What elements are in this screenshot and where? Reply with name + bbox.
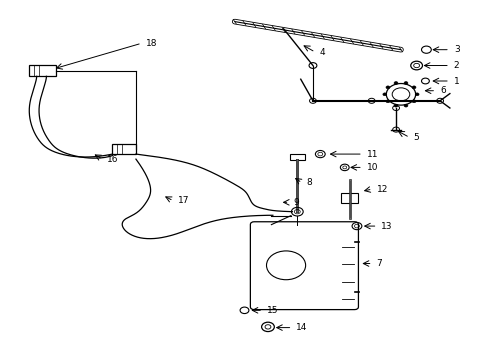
Circle shape [414,93,418,96]
Text: 9: 9 [293,198,299,207]
Text: 15: 15 [266,306,278,315]
Circle shape [385,86,389,89]
Bar [112,144,136,154]
Text: 1: 1 [453,77,459,85]
Text: 12: 12 [376,184,387,194]
Circle shape [411,100,415,103]
Text: 4: 4 [319,48,325,57]
Text: 2: 2 [453,61,459,70]
Text: 7: 7 [376,259,382,268]
Text: 16: 16 [106,154,118,163]
Text: 3: 3 [453,45,459,54]
Circle shape [411,86,415,89]
Text: 14: 14 [296,323,307,332]
Text: 10: 10 [366,163,378,172]
Bar [289,154,304,160]
Bar [340,193,358,203]
Text: 6: 6 [439,86,445,95]
Text: 5: 5 [413,133,419,142]
Circle shape [382,93,386,96]
Circle shape [385,100,389,103]
Circle shape [393,104,397,107]
Text: 18: 18 [145,39,157,48]
Text: 8: 8 [305,178,311,187]
Circle shape [403,104,407,107]
Text: 13: 13 [381,222,392,231]
Circle shape [393,82,397,85]
Text: 11: 11 [366,150,378,158]
Bar [29,65,56,76]
Text: 17: 17 [177,197,189,205]
Circle shape [403,82,407,85]
